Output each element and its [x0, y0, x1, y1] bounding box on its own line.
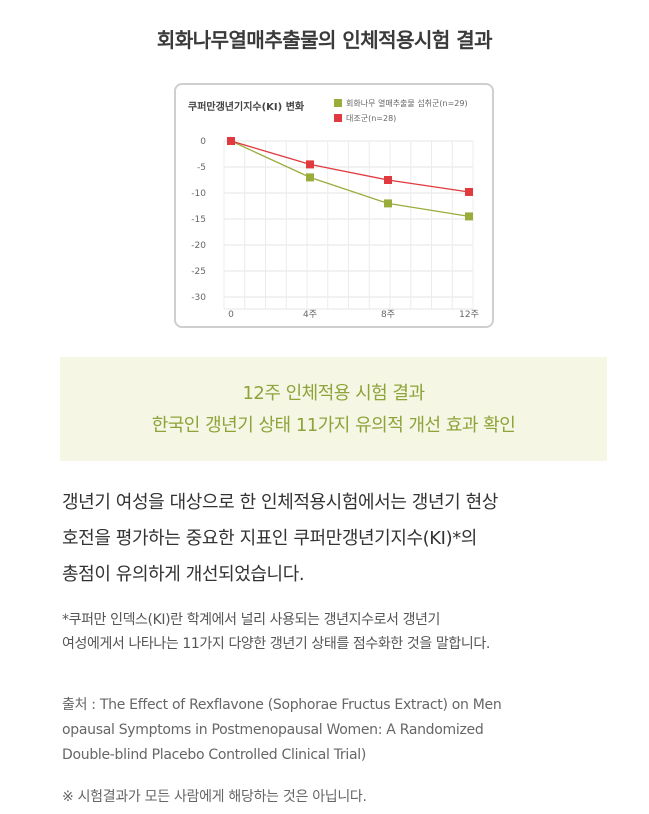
banner-headline: 12주 인체적용 시험 결과 — [242, 383, 425, 404]
footnote-line: 여성에게서 나타나는 11가지 다양한 갱년기 상태를 점수화한 것을 말합니다… — [62, 636, 490, 652]
y-tick-label: -5 — [197, 163, 206, 173]
body-line: 총점이 유의하게 개선되었습니다. — [62, 564, 305, 585]
page-title: 회화나무열매추출물의 인체적용시험 결과 — [156, 28, 493, 52]
series — [227, 137, 473, 221]
chart-card: 0 -5 -10 -15 -20 -25 -30 0 4주 8주 12주 회화나무 열매추출물 섭취… — [174, 83, 494, 328]
footnote-line: *쿠퍼만 인덱스(KI)란 학계에서 널리 사용되는 갱년지수로서 갱년기 — [62, 612, 441, 628]
legend: 회화나무 열매추출물 섭취군(n=29) 대조군(n=28) — [334, 98, 468, 123]
grid — [223, 140, 474, 310]
y-tick-label: -25 — [191, 267, 206, 277]
x-tick-label: 0 — [228, 310, 234, 320]
body-paragraph: 갱년기 여성을 대상으로 한 인체적용시험에서는 갱년기 현상 호전을 평가하는… — [62, 485, 622, 593]
axis-labels: 0 -5 -10 -15 -20 -25 -30 0 4주 8주 12주 — [191, 137, 479, 320]
body-line: 호전을 평가하는 중요한 지표인 쿠퍼만갱년기지수(KI)*의 — [62, 528, 477, 549]
data-point — [306, 173, 314, 182]
x-tick-label: 8주 — [381, 309, 395, 320]
data-point — [306, 160, 314, 169]
source-line: opausal Symptoms in Postmenopausal Women… — [62, 722, 484, 738]
source-line: 출처 : The Effect of Rexflavone (Sophorae … — [62, 697, 502, 713]
data-point — [384, 176, 392, 184]
legend-swatch — [334, 114, 342, 122]
y-tick-label: 0 — [200, 137, 206, 147]
disclaimer: ※ 시험결과가 모든 사람에게 해당하는 것은 아닙니다. — [62, 789, 367, 805]
legend-label: 대조군(n=28) — [346, 114, 396, 123]
source-line: Double-blind Placebo Controlled Clinical… — [62, 747, 367, 763]
data-point — [465, 187, 473, 196]
series-line — [230, 140, 470, 218]
data-point — [384, 199, 392, 208]
y-tick-label: -15 — [191, 215, 206, 225]
source-citation: 출처 : The Effect of Rexflavone (Sophorae … — [62, 693, 622, 768]
data-point — [465, 212, 473, 221]
footnote: *쿠퍼만 인덱스(KI)란 학계에서 널리 사용되는 갱년지수로서 갱년기 여성… — [62, 608, 622, 656]
chart-title: 쿠퍼만갱년기지수(KI) 변화 — [188, 100, 305, 113]
body-line: 갱년기 여성을 대상으로 한 인체적용시험에서는 갱년기 현상 — [62, 492, 498, 513]
legend-swatch — [334, 99, 342, 107]
legend-label: 회화나무 열매추출물 섭취군(n=29) — [346, 98, 468, 108]
y-tick-label: -10 — [191, 189, 206, 199]
ki-line-chart: 0 -5 -10 -15 -20 -25 -30 0 4주 8주 12주 회화나무 열매추출물 섭취… — [188, 98, 479, 320]
x-tick-label: 4주 — [303, 309, 317, 320]
y-tick-label: -30 — [191, 293, 206, 303]
banner-subline: 한국인 갱년기 상태 11가지 유의적 개선 효과 확인 — [151, 415, 516, 436]
y-tick-label: -20 — [191, 241, 206, 251]
series-line — [230, 140, 470, 193]
result-banner: 12주 인체적용 시험 결과 한국인 갱년기 상태 11가지 유의적 개선 효과… — [60, 357, 607, 461]
data-point — [227, 137, 235, 145]
x-tick-label: 12주 — [459, 309, 479, 320]
